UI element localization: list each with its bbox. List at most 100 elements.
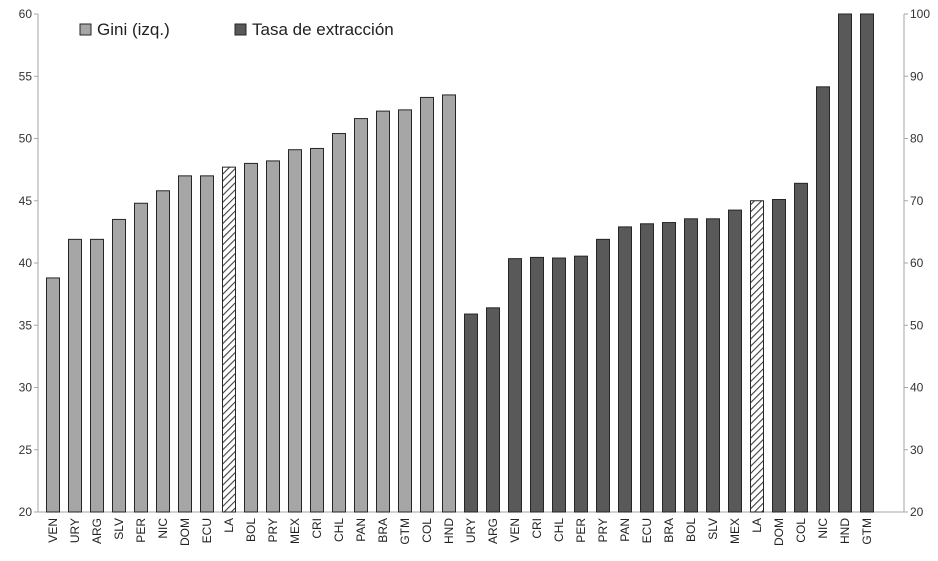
right-tick-label: 40 (910, 381, 924, 395)
left-tick-label: 45 (19, 194, 33, 208)
category-label-ven: VEN (508, 518, 522, 543)
right-tick-label: 70 (910, 194, 924, 208)
legend-swatch-extraccion (234, 23, 247, 36)
category-label-pry: PRY (266, 518, 280, 542)
category-label-hnd: HND (442, 518, 456, 544)
right-tick-label: 60 (910, 256, 924, 270)
bar-extraccion-ecu (640, 223, 654, 513)
bar-extraccion-bol (684, 218, 698, 513)
bar-gini-ven (46, 277, 60, 513)
bar-extraccion-bra (662, 222, 676, 513)
left-tick-label: 25 (19, 443, 33, 457)
bar-gini-mex (288, 149, 302, 513)
right-tick-label: 100 (910, 7, 930, 21)
right-tick-label: 20 (910, 505, 924, 519)
legend-swatch-gini (79, 23, 92, 36)
bar-extraccion-gtm (860, 13, 874, 513)
right-tick-label: 30 (910, 443, 924, 457)
category-label-bra: BRA (662, 518, 676, 543)
bar-extraccion-chl (552, 257, 566, 513)
category-label-ven: VEN (46, 518, 60, 543)
legend: Gini (izq.) Tasa de extracción (79, 20, 394, 39)
bar-gini-dom (178, 175, 192, 513)
bar-gini-per (134, 202, 148, 513)
bar-extraccion-cri (530, 256, 544, 513)
category-label-slv: SLV (112, 518, 126, 540)
bar-extraccion-col (794, 182, 808, 513)
bar-extraccion-pan (618, 226, 632, 513)
bar-gini-ecu (200, 175, 214, 513)
bar-extraccion-nic (816, 86, 830, 513)
left-tick-label: 40 (19, 256, 33, 270)
category-label-dom: DOM (772, 518, 786, 546)
right-tick-label: 80 (910, 132, 924, 146)
bar-gini-arg (90, 238, 104, 513)
category-label-nic: NIC (156, 518, 170, 539)
category-label-la: LA (750, 518, 764, 533)
bar-extraccion-hnd (838, 13, 852, 513)
left-tick-label: 35 (19, 318, 33, 332)
category-label-per: PER (574, 518, 588, 543)
category-label-arg: ARG (486, 518, 500, 544)
bar-gini-cri (310, 147, 324, 513)
bar-gini-bra (376, 110, 390, 513)
left-tick-label: 20 (19, 505, 33, 519)
category-label-la: LA (222, 518, 236, 533)
bar-gini-gtm (398, 109, 412, 513)
legend-label-gini: Gini (izq.) (97, 20, 170, 39)
bar-extraccion-mex (728, 209, 742, 513)
category-label-mex: MEX (728, 518, 742, 544)
category-label-pan: PAN (618, 518, 632, 542)
bar-gini-la (222, 166, 236, 513)
category-label-ecu: ECU (640, 518, 654, 543)
category-label-ury: URY (464, 518, 478, 543)
category-label-bol: BOL (244, 518, 258, 542)
bar-gini-col (420, 96, 434, 513)
category-label-pan: PAN (354, 518, 368, 542)
left-tick-label: 60 (19, 7, 33, 21)
bar-extraccion-arg (486, 307, 500, 513)
bar-extraccion-la (750, 200, 764, 513)
left-tick-label: 55 (19, 69, 33, 83)
bar-extraccion-dom (772, 199, 786, 513)
category-label-chl: CHL (552, 518, 566, 542)
category-label-gtm: GTM (860, 518, 874, 545)
bar-gini-nic (156, 190, 170, 513)
bar-gini-hnd (442, 94, 456, 513)
category-label-arg: ARG (90, 518, 104, 544)
bar-extraccion-pry (596, 238, 610, 513)
category-label-slv: SLV (706, 518, 720, 540)
category-label-ecu: ECU (200, 518, 214, 543)
category-label-col: COL (420, 518, 434, 543)
category-labels: VEN URY ARG SLV PER NIC DOM ECU LA BOL PRY MEX CRI CH… (46, 518, 874, 546)
category-label-bra: BRA (376, 518, 390, 543)
category-label-cri: CRI (310, 518, 324, 539)
bar-gini-pry (266, 160, 280, 513)
category-label-hnd: HND (838, 518, 852, 544)
category-label-dom: DOM (178, 518, 192, 546)
bar-extraccion-ury (464, 313, 478, 513)
right-tick-label: 90 (910, 69, 924, 83)
category-label-mex: MEX (288, 518, 302, 544)
bar-extraccion-ven (508, 258, 522, 513)
category-label-col: COL (794, 518, 808, 543)
category-label-gtm: GTM (398, 518, 412, 545)
bar-gini-pan (354, 118, 368, 513)
left-tick-label: 30 (19, 381, 33, 395)
legend-label-extraccion: Tasa de extracción (252, 20, 394, 39)
category-label-ury: URY (68, 518, 82, 543)
category-label-cri: CRI (530, 518, 544, 539)
bar-extraccion-per (574, 255, 588, 513)
category-label-pry: PRY (596, 518, 610, 542)
left-tick-label: 50 (19, 132, 33, 146)
category-label-bol: BOL (684, 518, 698, 542)
bar-extraccion-slv (706, 218, 720, 513)
bar-gini-ury (68, 238, 82, 513)
bar-gini-chl (332, 133, 346, 513)
bar-gini-bol (244, 162, 258, 513)
bar-gini-slv (112, 218, 126, 513)
category-label-per: PER (134, 518, 148, 543)
bars (46, 13, 874, 513)
category-label-chl: CHL (332, 518, 346, 542)
